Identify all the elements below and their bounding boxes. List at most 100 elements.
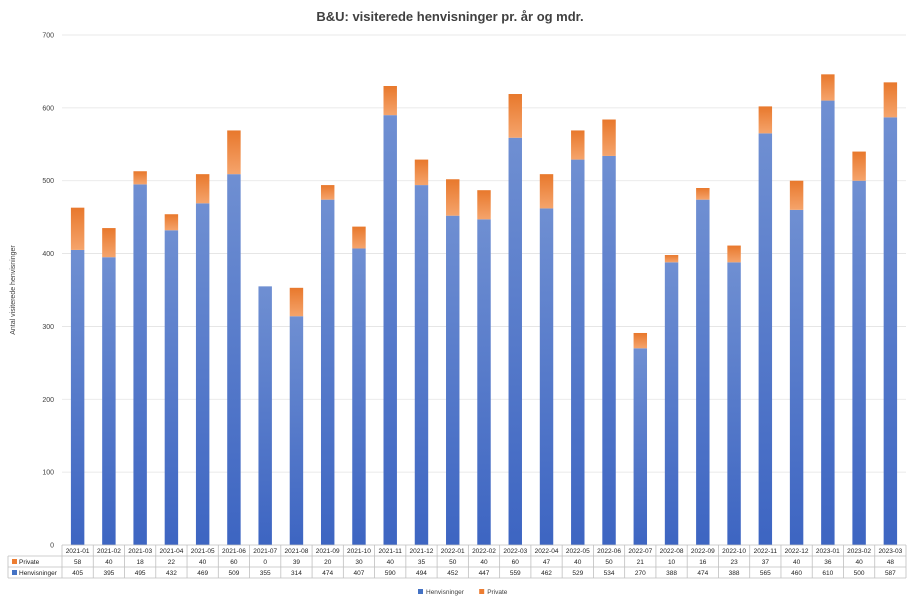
data-label: 462 <box>541 570 552 577</box>
y-tick-label: 700 <box>42 33 54 40</box>
y-axis-ticks: 0 100 200 300 400 500 600 700 <box>42 33 54 550</box>
bar-private <box>289 287 304 317</box>
bar-private <box>133 171 147 185</box>
data-label: 50 <box>605 559 613 566</box>
y-tick-label: 200 <box>42 397 54 404</box>
data-label: 40 <box>105 559 113 566</box>
x-tick-label: 2022-09 <box>691 548 715 555</box>
data-label: 565 <box>760 570 771 577</box>
bar-private <box>102 228 116 258</box>
y-axis-label: Antal visiterede henvisninger <box>10 245 17 335</box>
bar-henvisninger <box>102 257 116 545</box>
bar-henvisninger <box>789 209 804 545</box>
table-legend-key <box>12 570 17 575</box>
bar-private <box>758 106 773 134</box>
data-label: 40 <box>387 559 395 566</box>
x-tick-label: 2022-05 <box>566 548 590 555</box>
bar-henvisninger <box>852 180 866 545</box>
data-label: 388 <box>666 570 677 577</box>
y-tick-label: 600 <box>42 105 54 112</box>
bar-private <box>446 179 460 216</box>
data-label: 40 <box>480 559 488 566</box>
y-tick-label: 0 <box>50 543 54 550</box>
x-tick-label: 2021-06 <box>222 548 246 555</box>
x-tick-label: 2022-04 <box>535 548 559 555</box>
bar-henvisninger <box>195 203 210 546</box>
bar-henvisninger <box>633 348 648 545</box>
bar-henvisninger <box>164 230 179 545</box>
data-label: 469 <box>197 570 208 577</box>
bar-henvisninger <box>383 115 397 546</box>
bar-private <box>789 180 804 210</box>
data-label: 388 <box>729 570 740 577</box>
legend-key <box>418 589 423 594</box>
bar-henvisninger <box>539 208 554 545</box>
bar-henvisninger <box>320 199 335 545</box>
data-label: 30 <box>355 559 363 566</box>
data-label: 500 <box>854 570 865 577</box>
data-label: 509 <box>228 570 239 577</box>
bar-henvisninger <box>227 174 241 545</box>
data-label: 395 <box>103 570 114 577</box>
data-label: 405 <box>72 570 83 577</box>
bar-henvisninger <box>133 184 147 545</box>
x-tick-label: 2021-01 <box>66 548 90 555</box>
x-tick-label: 2022-03 <box>503 548 527 555</box>
bar-private <box>195 174 210 204</box>
x-tick-label: 2022-02 <box>472 548 496 555</box>
data-label: 23 <box>730 559 738 566</box>
y-tick-label: 400 <box>42 251 54 258</box>
data-label: 18 <box>137 559 145 566</box>
bar-henvisninger <box>258 286 272 545</box>
bar-private <box>70 207 85 250</box>
y-tick-label: 500 <box>42 178 54 185</box>
data-label: 22 <box>168 559 176 566</box>
bar-private <box>227 130 241 175</box>
bar-henvisninger <box>883 117 898 545</box>
table-series-name: Private <box>19 559 40 566</box>
bar-private <box>727 245 741 263</box>
bar-private <box>383 86 397 116</box>
bar-henvisninger <box>446 215 460 545</box>
data-label: 20 <box>324 559 332 566</box>
bar-henvisninger <box>571 159 585 546</box>
x-tick-label: 2023-03 <box>878 548 902 555</box>
data-label: 432 <box>166 570 177 577</box>
table-legend-key <box>12 559 17 564</box>
data-label: 452 <box>447 570 458 577</box>
legend-label: Private <box>487 589 508 596</box>
bar-private <box>852 151 866 181</box>
data-label: 534 <box>604 570 615 577</box>
bar-henvisninger <box>414 185 429 546</box>
data-label: 559 <box>510 570 521 577</box>
data-label: 474 <box>697 570 708 577</box>
x-tick-label: 2021-03 <box>128 548 152 555</box>
data-label: 60 <box>512 559 520 566</box>
data-label: 407 <box>354 570 365 577</box>
x-tick-label: 2021-12 <box>410 548 434 555</box>
data-label: 60 <box>230 559 238 566</box>
bar-henvisninger <box>508 137 522 545</box>
x-tick-label: 2021-09 <box>316 548 340 555</box>
legend-key <box>479 589 485 594</box>
bar-henvisninger <box>696 199 710 545</box>
bar-private <box>164 214 179 231</box>
x-tick-label: 2022-08 <box>660 548 684 555</box>
data-label: 529 <box>572 570 583 577</box>
data-label: 37 <box>762 559 770 566</box>
data-label: 36 <box>824 559 832 566</box>
bar-henvisninger <box>664 262 679 545</box>
bar-private <box>352 226 366 249</box>
legend-label: Henvisninger <box>426 589 465 596</box>
x-tick-label: 2022-01 <box>441 548 465 555</box>
data-label: 590 <box>385 570 396 577</box>
data-label: 39 <box>293 559 301 566</box>
data-label: 40 <box>574 559 582 566</box>
bar-private <box>320 185 335 200</box>
bar-private <box>477 190 491 220</box>
x-tick-label: 2021-11 <box>379 548 403 555</box>
x-tick-label: 2023-01 <box>816 548 840 555</box>
data-label: 16 <box>699 559 707 566</box>
x-tick-label: 2022-11 <box>754 548 778 555</box>
